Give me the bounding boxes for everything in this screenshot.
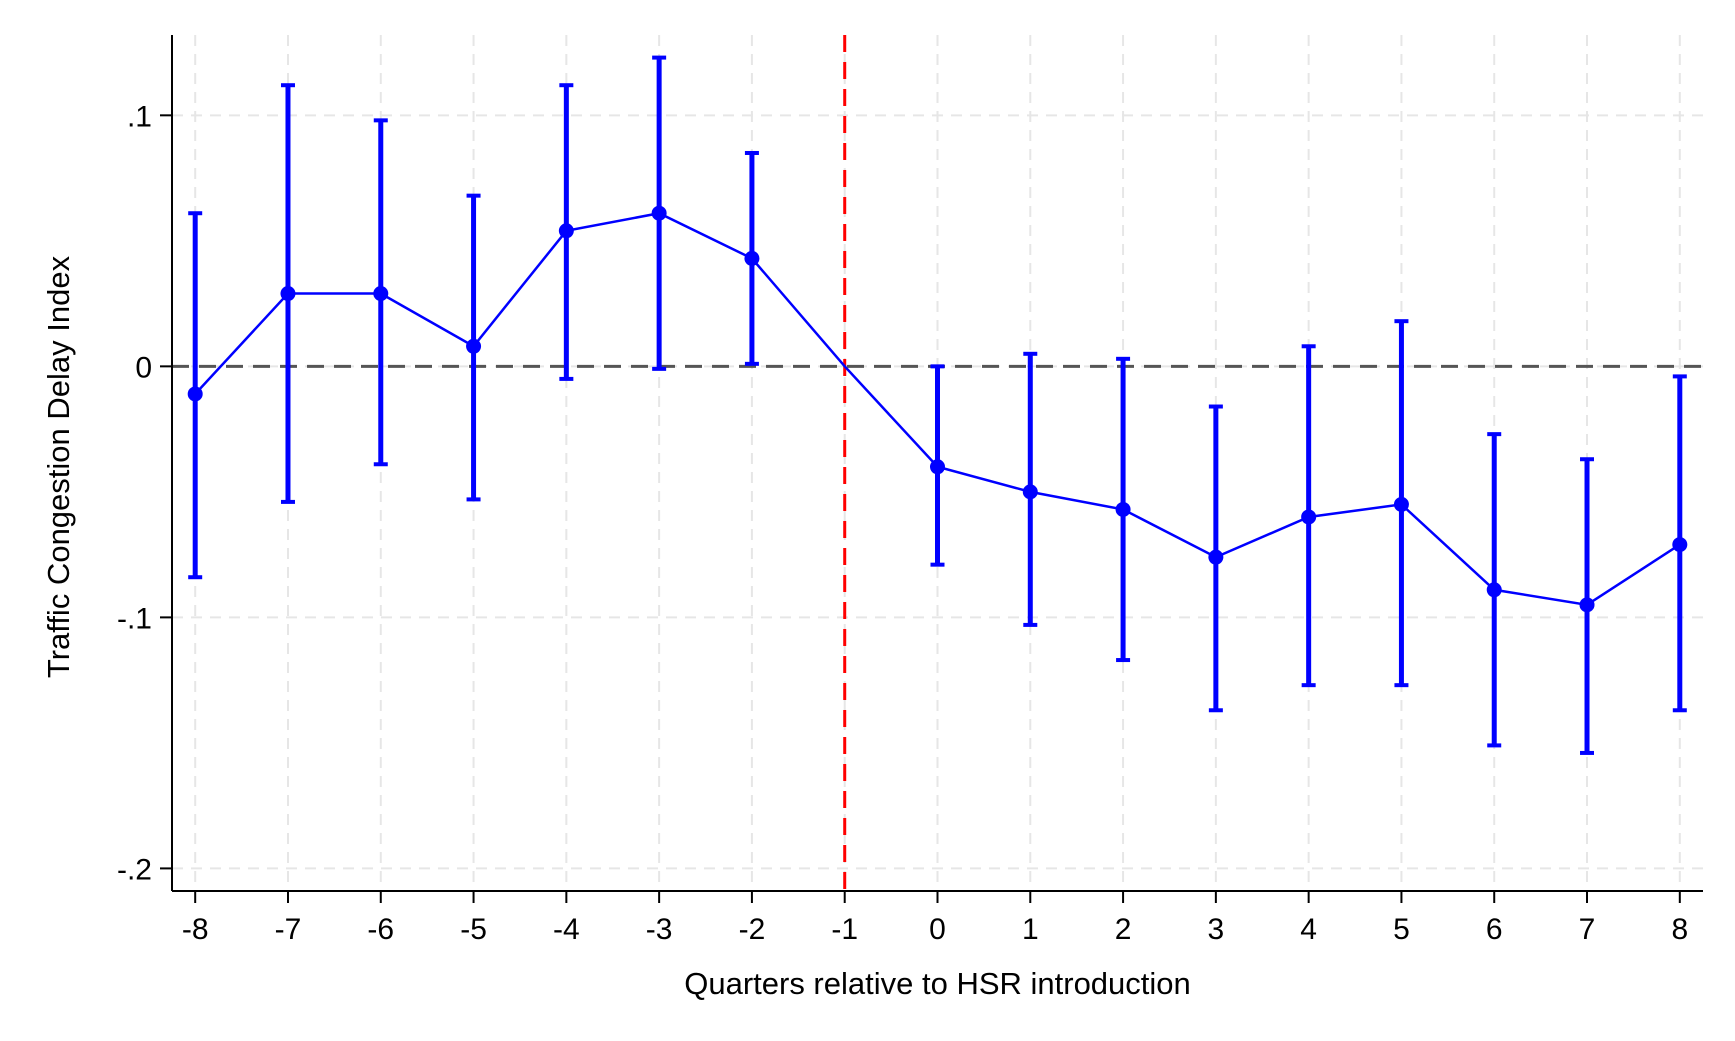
data-point (373, 286, 389, 302)
x-tick-label: 8 (1671, 913, 1688, 946)
x-tick-label: 4 (1300, 913, 1317, 946)
x-tick-label: 6 (1486, 913, 1503, 946)
y-axis-title: Traffic Congestion Delay Index (41, 255, 76, 678)
data-point (280, 286, 296, 302)
x-tick-label: -7 (275, 913, 302, 946)
x-tick-label: -5 (460, 913, 487, 946)
y-tick-label: -.1 (117, 602, 152, 635)
x-tick-label: 5 (1393, 913, 1410, 946)
y-tick-label: .1 (127, 100, 152, 133)
data-point (744, 250, 760, 266)
data-point (1301, 509, 1317, 525)
data-point (466, 338, 482, 354)
x-tick-label: 1 (1022, 913, 1039, 946)
x-tick-label: 2 (1115, 913, 1132, 946)
data-point (187, 386, 203, 402)
data-point (1208, 549, 1224, 565)
data-point (1579, 597, 1595, 613)
data-point (558, 223, 574, 239)
x-tick-label: 0 (929, 913, 946, 946)
y-tick-label: 0 (135, 351, 152, 384)
data-point (1115, 501, 1131, 517)
series (187, 205, 1688, 613)
x-tick-label: 7 (1579, 913, 1596, 946)
tick-labels: -8 -7 -6 -5 -4 -3 -2 -1 0 1 2 3 4 5 6 7 8 -.2 -.1 0 .1 (117, 100, 1688, 946)
data-point (1393, 496, 1409, 512)
data-point (930, 459, 945, 475)
x-axis-title: Quarters relative to HSR introduction (684, 966, 1191, 1001)
data-point (651, 205, 667, 221)
x-tick-label: -4 (553, 913, 580, 946)
x-tick-label: -3 (646, 913, 673, 946)
x-tick-label: -2 (739, 913, 766, 946)
data-point (1022, 484, 1038, 500)
x-tick-label: -8 (182, 913, 209, 946)
data-point (1672, 537, 1688, 553)
x-tick-label: -6 (367, 913, 394, 946)
data-point (1486, 582, 1502, 598)
x-tick-label: 3 (1208, 913, 1225, 946)
y-tick-label: -.2 (117, 853, 152, 886)
x-tick-label: -1 (831, 913, 858, 946)
axes (160, 35, 1703, 903)
